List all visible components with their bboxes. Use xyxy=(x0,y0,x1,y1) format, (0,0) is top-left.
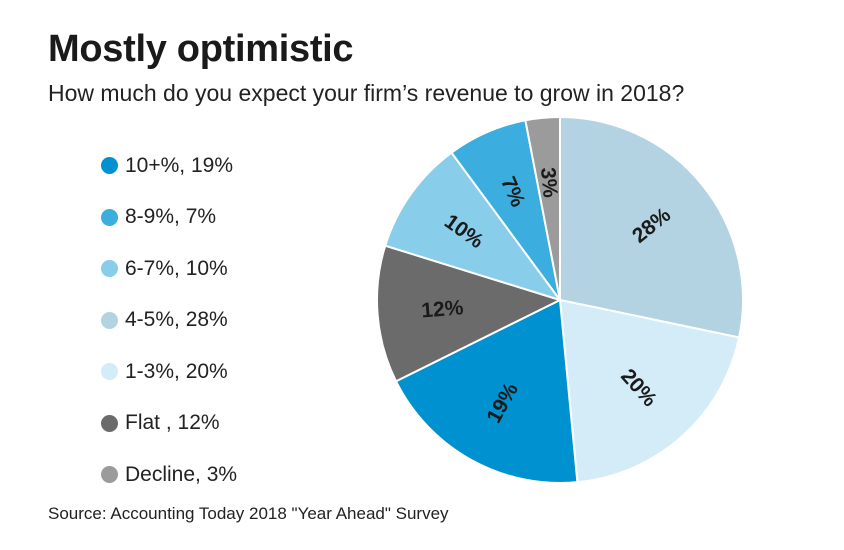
legend-label: Decline, 3% xyxy=(125,462,238,486)
pie-slice-6-7 xyxy=(384,151,563,302)
chart-title: Mostly optimistic xyxy=(48,28,354,70)
pie-label-decline: 3% xyxy=(536,166,562,199)
legend-item-10: 10+%, 19% xyxy=(101,140,237,192)
pie-slice-1-3 xyxy=(558,298,741,484)
chart-subtitle: How much do you expect your firm’s reven… xyxy=(48,80,685,106)
legend-label: 4-5%, 28% xyxy=(125,308,228,332)
legend-swatch xyxy=(101,414,118,432)
legend-item-8-9: 8-9%, 7% xyxy=(101,192,237,244)
source-note: Source: Accounting Today 2018 "Year Ahea… xyxy=(48,504,449,523)
legend: 10+%, 19% 8-9%, 7% 6-7%, 10% 4-5%, 28% 1-3%,… xyxy=(101,140,237,501)
pie-slice-10 xyxy=(394,298,579,484)
pie-slice-flat xyxy=(376,244,563,383)
legend-swatch xyxy=(101,157,118,175)
legend-swatch xyxy=(101,208,118,226)
legend-swatch xyxy=(101,466,118,484)
legend-swatch xyxy=(101,311,118,329)
legend-swatch xyxy=(101,363,118,381)
legend-swatch xyxy=(101,260,118,278)
legend-item-flat: Flat , 12% xyxy=(101,398,237,450)
legend-label: Flat , 12% xyxy=(125,411,220,435)
legend-item-decline: Decline, 3% xyxy=(101,449,237,501)
legend-label: 10+%, 19% xyxy=(125,153,233,177)
pie-slice-4-5 xyxy=(559,115,744,339)
legend-item-6-7: 6-7%, 10% xyxy=(101,243,237,295)
legend-label: 1-3%, 20% xyxy=(125,359,228,383)
pie-label-flat: 12% xyxy=(421,296,465,322)
legend-item-4-5: 4-5%, 28% xyxy=(101,295,237,347)
legend-label: 6-7%, 10% xyxy=(125,256,228,280)
legend-label: 8-9%, 7% xyxy=(125,205,217,229)
pie-slice-decline xyxy=(524,115,561,301)
legend-item-1-3: 1-3%, 20% xyxy=(101,346,237,398)
